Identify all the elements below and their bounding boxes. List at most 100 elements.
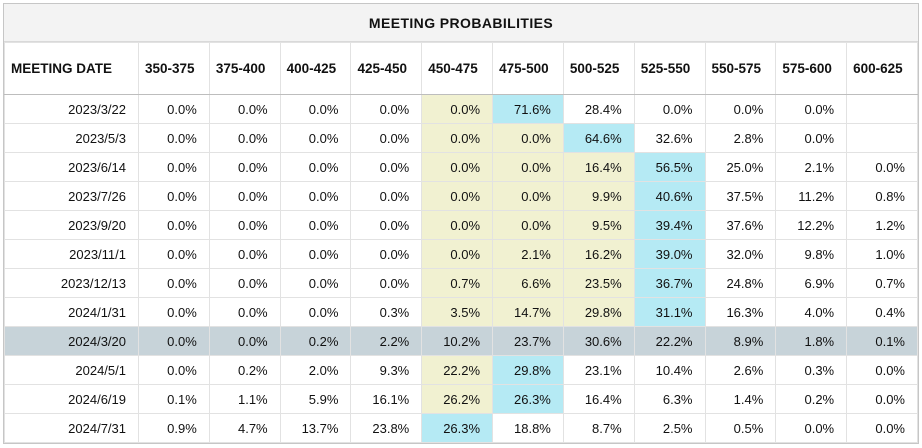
- probability-cell: 0.0%: [421, 210, 494, 240]
- meeting-row-2024/5/1[interactable]: 2024/5/1 0.0% 0.2% 2.0% 9.3% 22.2% 29.8% 23.1% 1…: [4, 355, 918, 385]
- probability-cell: 0.0%: [846, 152, 918, 182]
- probability-cell: 26.2%: [421, 384, 494, 414]
- probability-cell: 32.0%: [704, 239, 777, 269]
- probability-cell: 13.7%: [279, 413, 352, 443]
- probability-cell: 37.5%: [704, 181, 777, 211]
- column-header-500-525: 500-525: [562, 42, 635, 95]
- probability-cell: 0.0%: [138, 94, 210, 124]
- meeting-row-2024/7/31[interactable]: 2024/7/31 0.9% 4.7% 13.7% 23.8% 26.3% 18.8% 8.7…: [4, 413, 918, 443]
- probability-cell: 0.0%: [138, 123, 210, 153]
- probability-cell: 0.0%: [350, 268, 423, 298]
- probability-cell: 28.4%: [562, 94, 635, 124]
- probability-cell: 0.7%: [421, 268, 494, 298]
- column-header-400-425: 400-425: [279, 42, 352, 95]
- probability-cell: 4.7%: [208, 413, 281, 443]
- meeting-row-2023/6/14[interactable]: 2023/6/14 0.0% 0.0% 0.0% 0.0% 0.0% 0.0% 16.4% 56…: [4, 152, 918, 182]
- probability-cell: 39.0%: [633, 239, 706, 269]
- probability-cell: 9.9%: [562, 181, 635, 211]
- probability-cell: 39.4%: [633, 210, 706, 240]
- meeting-row-2024/1/31[interactable]: 2024/1/31 0.0% 0.0% 0.0% 0.3% 3.5% 14.7% 29.8% 3…: [4, 297, 918, 327]
- meeting-row-2023/5/3[interactable]: 2023/5/3 0.0% 0.0% 0.0% 0.0% 0.0% 0.0% 64.6% 32.…: [4, 123, 918, 153]
- meeting-date-cell: 2024/3/20: [4, 326, 139, 356]
- probability-cell: 0.0%: [279, 123, 352, 153]
- probability-cell: 0.0%: [846, 384, 918, 414]
- probability-cell: 0.5%: [704, 413, 777, 443]
- probability-cell: 23.8%: [350, 413, 423, 443]
- probability-cell: 0.0%: [138, 297, 210, 327]
- probability-cell: 22.2%: [421, 355, 494, 385]
- meeting-row-2023/7/26[interactable]: 2023/7/26 0.0% 0.0% 0.0% 0.0% 0.0% 0.0% 9.9% 40.…: [4, 181, 918, 211]
- probability-cell: 16.2%: [562, 239, 635, 269]
- probability-cell: 0.0%: [350, 239, 423, 269]
- meeting-row-2023/3/22[interactable]: 2023/3/22 0.0% 0.0% 0.0% 0.0% 0.0% 71.6% 28.4% 0…: [4, 94, 918, 124]
- probability-cell: 1.2%: [846, 210, 918, 240]
- probability-cell: 2.5%: [633, 413, 706, 443]
- meeting-date-cell: 2023/6/14: [4, 152, 139, 182]
- probability-cell: 8.9%: [704, 326, 777, 356]
- probability-cell: 40.6%: [633, 181, 706, 211]
- probability-cell: 0.0%: [775, 123, 848, 153]
- probability-cell: 0.0%: [279, 181, 352, 211]
- probability-cell: 0.0%: [421, 123, 494, 153]
- probability-cell: [846, 94, 918, 124]
- probability-cell: 0.0%: [350, 123, 423, 153]
- probabilities-table: MEETING DATE 350-375 375-400 400-425 425-450…: [4, 42, 918, 443]
- probability-cell: 26.3%: [492, 384, 564, 414]
- meeting-row-2024/3/20[interactable]: 2024/3/20 0.0% 0.0% 0.2% 2.2% 10.2% 23.7% 30.6%…: [4, 326, 918, 356]
- probability-cell: 24.8%: [704, 268, 777, 298]
- probability-cell: 0.0%: [208, 152, 281, 182]
- probability-cell: 2.0%: [279, 355, 352, 385]
- meeting-row-2023/12/13[interactable]: 2023/12/13 0.0% 0.0% 0.0% 0.0% 0.7% 6.6% 23.5% 3…: [4, 268, 918, 298]
- probability-cell: 0.2%: [208, 355, 281, 385]
- probability-cell: 0.0%: [846, 413, 918, 443]
- probability-cell: 16.3%: [704, 297, 777, 327]
- probability-cell: 0.0%: [492, 152, 564, 182]
- probability-cell: 12.2%: [775, 210, 848, 240]
- probability-cell: 0.2%: [775, 384, 848, 414]
- probability-cell: 0.0%: [775, 413, 848, 443]
- meeting-row-2024/6/19[interactable]: 2024/6/19 0.1% 1.1% 5.9% 16.1% 26.2% 26.3% 16.4…: [4, 384, 918, 414]
- probability-cell: 11.2%: [775, 181, 848, 211]
- column-header-meeting-date: MEETING DATE: [4, 42, 139, 95]
- probability-cell: 29.8%: [562, 297, 635, 327]
- column-header-525-550: 525-550: [633, 42, 706, 95]
- probability-cell: 0.0%: [279, 152, 352, 182]
- probability-cell: 0.0%: [279, 268, 352, 298]
- column-header-375-400: 375-400: [208, 42, 281, 95]
- meeting-row-2023/11/1[interactable]: 2023/11/1 0.0% 0.0% 0.0% 0.0% 0.0% 2.1% 16.2% 39…: [4, 239, 918, 269]
- probability-cell: 16.4%: [562, 152, 635, 182]
- probability-cell: 2.2%: [350, 326, 423, 356]
- column-header-450-475: 450-475: [421, 42, 494, 95]
- probability-cell: 0.7%: [846, 268, 918, 298]
- meeting-date-cell: 2023/7/26: [4, 181, 139, 211]
- column-header-575-600: 575-600: [775, 42, 848, 95]
- probability-cell: 22.2%: [633, 326, 706, 356]
- probability-cell: 36.7%: [633, 268, 706, 298]
- probability-cell: 8.7%: [562, 413, 635, 443]
- probability-cell: 0.0%: [208, 210, 281, 240]
- probability-cell: 25.0%: [704, 152, 777, 182]
- probability-cell: 16.4%: [562, 384, 635, 414]
- probability-cell: 31.1%: [633, 297, 706, 327]
- table-title: MEETING PROBABILITIES: [4, 4, 918, 42]
- probability-cell: 0.0%: [208, 239, 281, 269]
- probability-cell: 0.0%: [421, 239, 494, 269]
- probability-cell: 3.5%: [421, 297, 494, 327]
- probability-cell: 0.8%: [846, 181, 918, 211]
- probability-cell: 64.6%: [562, 123, 635, 153]
- meeting-row-2023/9/20[interactable]: 2023/9/20 0.0% 0.0% 0.0% 0.0% 0.0% 0.0% 9.5% 39.…: [4, 210, 918, 240]
- probability-cell: 0.0%: [350, 94, 423, 124]
- probability-cell: 0.0%: [138, 268, 210, 298]
- probability-cell: 0.0%: [350, 152, 423, 182]
- probability-cell: 0.0%: [208, 181, 281, 211]
- probability-cell: 0.0%: [350, 210, 423, 240]
- probability-cell: [846, 123, 918, 153]
- probability-cell: 0.0%: [421, 94, 494, 124]
- probability-cell: 2.6%: [704, 355, 777, 385]
- probability-cell: 30.6%: [562, 326, 635, 356]
- probability-cell: 71.6%: [492, 94, 564, 124]
- probability-cell: 10.4%: [633, 355, 706, 385]
- probability-cell: 9.3%: [350, 355, 423, 385]
- probability-cell: 0.0%: [492, 181, 564, 211]
- probability-cell: 0.0%: [138, 355, 210, 385]
